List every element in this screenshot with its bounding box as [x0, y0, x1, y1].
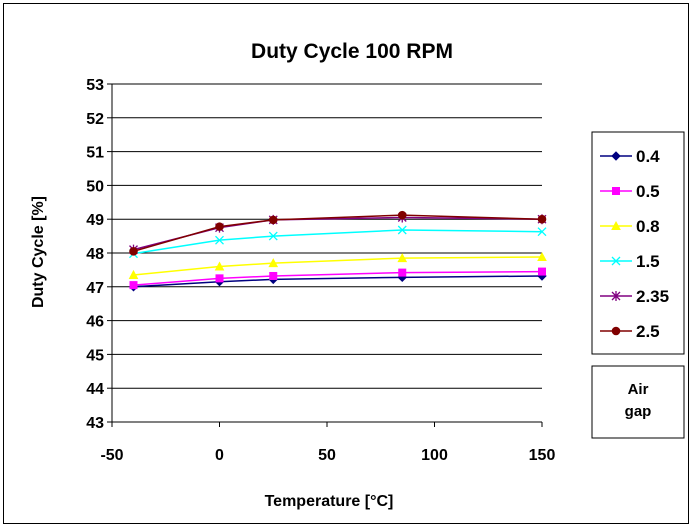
y-tick-label: 48 [86, 246, 104, 263]
y-tick-label: 49 [86, 212, 104, 229]
legend-title-box: Air gap [591, 365, 685, 439]
chart-frame: Duty Cycle 100 RPM Temperature [°C] Duty… [3, 3, 689, 524]
y-tick-label: 50 [86, 178, 104, 195]
data-point [398, 268, 407, 277]
x-tick-label: 0 [215, 447, 224, 464]
data-point [537, 251, 547, 262]
legend-label: 0.8 [636, 217, 660, 236]
data-point [269, 271, 278, 280]
data-point [397, 210, 407, 220]
legend-label: 2.35 [636, 287, 669, 306]
x-tick-label: -50 [100, 447, 123, 464]
legend-label: 1.5 [636, 252, 660, 271]
duty-cycle-chart: Duty Cycle 100 RPM Temperature [°C] Duty… [30, 40, 685, 510]
x-tick-label: 100 [421, 447, 448, 464]
y-tick-label: 47 [86, 280, 104, 297]
legend: 0.4 0.5 0.8 1.5 2.35 2.5 [591, 131, 685, 355]
y-tick-label: 45 [86, 347, 104, 364]
data-point [268, 231, 278, 241]
y-tick-label: 46 [86, 314, 104, 331]
y-tick-label: 53 [86, 77, 104, 94]
x-tick-label: 50 [318, 447, 336, 464]
legend-label: 0.5 [636, 182, 660, 201]
y-tick-label: 52 [86, 111, 104, 128]
legend-box [591, 131, 685, 355]
x-tick-label: 150 [529, 447, 556, 464]
data-point [537, 227, 547, 237]
y-axis-label: Duty Cycle [%] [30, 196, 47, 308]
data-point [268, 215, 278, 225]
data-point [537, 214, 547, 224]
y-tick-label: 43 [86, 415, 104, 432]
data-point [397, 225, 407, 235]
plot-area: 43 44 45 46 47 48 49 50 51 52 53 -50 0 50 100 150 [86, 77, 555, 464]
data-point [612, 187, 620, 195]
legend-title-line-2: gap [625, 403, 652, 420]
data-point [611, 256, 621, 266]
data-point [215, 235, 224, 245]
data-point [128, 269, 139, 279]
data-point [215, 274, 224, 283]
legend-label: 0.4 [636, 147, 660, 166]
data-point [215, 222, 224, 231]
data-point [538, 267, 546, 276]
data-point [611, 220, 621, 230]
data-point [611, 291, 621, 301]
y-tick-label: 51 [86, 145, 104, 162]
x-axis-label: Temperature [°C] [265, 493, 394, 510]
data-point [611, 326, 621, 336]
data-point [129, 247, 138, 256]
legend-label: 2.5 [636, 322, 660, 341]
legend-title-line-1: Air [628, 381, 649, 398]
data-point [611, 151, 621, 161]
data-point [129, 281, 138, 290]
y-tick-label: 44 [86, 381, 104, 398]
data-point [268, 258, 279, 268]
chart-title: Duty Cycle 100 RPM [251, 40, 453, 63]
data-point [397, 253, 408, 263]
data-point [214, 261, 225, 271]
